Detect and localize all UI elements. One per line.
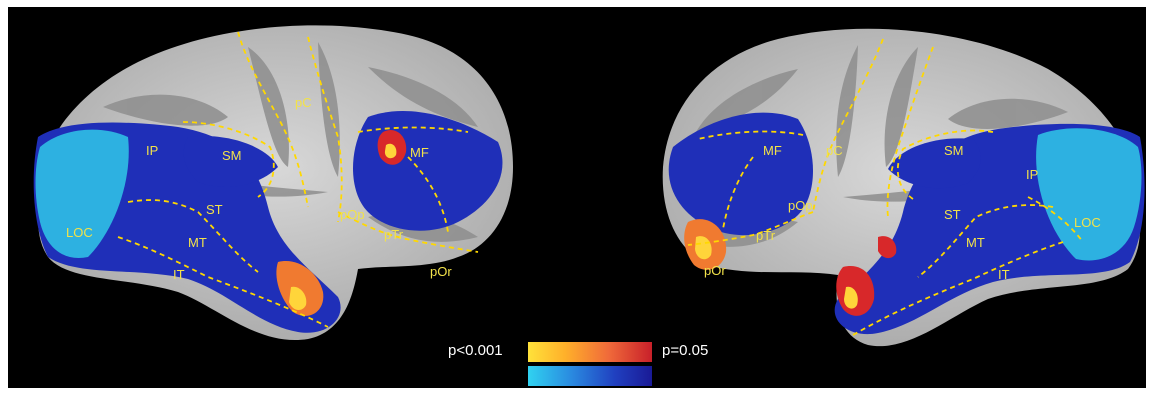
right-label-it: IT <box>998 267 1010 282</box>
left-label-loc: LOC <box>66 225 93 240</box>
left-roi-boundaries <box>117 31 479 328</box>
right-label-sm: SM <box>944 143 964 158</box>
right-label-loc: LOC <box>1074 215 1101 230</box>
right-hemisphere: MF pC SM IP pOp ST LOC pTr MT pOr IT <box>662 28 1145 347</box>
left-label-pop: pOp <box>340 207 365 222</box>
brain-surfaces: pC IP SM MF ST LOC MT pOp pTr IT pOr <box>33 25 1145 347</box>
right-activation-cyan <box>1036 128 1142 261</box>
left-label-ptr: pTr <box>384 227 404 242</box>
legend-low-label: p<0.001 <box>448 342 503 359</box>
left-label-it: IT <box>173 267 185 282</box>
right-label-st: ST <box>944 207 961 222</box>
right-region-labels: MF pC SM IP pOp ST LOC pTr MT pOr IT <box>704 143 1101 282</box>
left-activation-cyan <box>35 129 129 258</box>
left-label-pc: pC <box>295 95 312 110</box>
right-label-ptr: pTr <box>756 228 776 243</box>
left-label-ip: IP <box>146 143 158 158</box>
left-label-mt: MT <box>188 235 207 250</box>
legend-cool-colorbar <box>528 366 652 386</box>
figure-panel: pC IP SM MF ST LOC MT pOp pTr IT pOr <box>8 7 1146 388</box>
left-region-labels: pC IP SM MF ST LOC MT pOp pTr IT pOr <box>66 95 452 282</box>
right-roi-boundaries <box>687 38 1084 336</box>
left-activation-hot <box>276 129 407 316</box>
right-label-por: pOr <box>704 263 726 278</box>
right-label-mf: MF <box>763 143 782 158</box>
legend-high-label: p=0.05 <box>662 342 709 359</box>
left-label-por: pOr <box>430 264 452 279</box>
right-activation-hot <box>684 219 897 316</box>
right-label-ip: IP <box>1026 167 1038 182</box>
right-label-mt: MT <box>966 235 985 250</box>
right-label-pop: pOp <box>788 198 813 213</box>
left-label-st: ST <box>206 202 223 217</box>
left-hemisphere: pC IP SM MF ST LOC MT pOp pTr IT pOr <box>33 25 514 341</box>
left-label-mf: MF <box>410 145 429 160</box>
left-sulci <box>103 42 478 307</box>
left-label-sm: SM <box>222 148 242 163</box>
right-label-pc: pC <box>826 143 843 158</box>
legend-warm-colorbar <box>528 342 652 362</box>
